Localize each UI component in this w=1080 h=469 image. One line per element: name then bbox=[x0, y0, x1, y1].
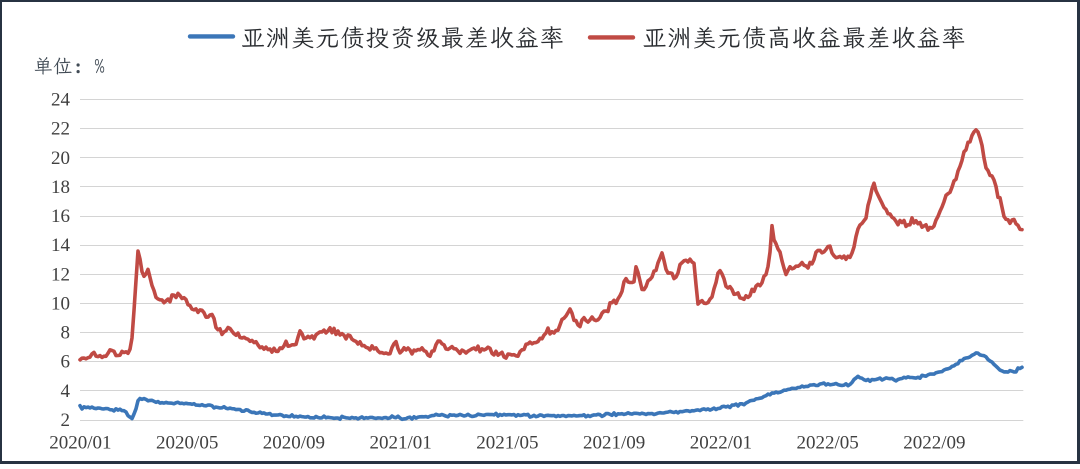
svg-text:10: 10 bbox=[51, 294, 70, 315]
svg-text:20: 20 bbox=[51, 148, 70, 169]
svg-text:2020/05: 2020/05 bbox=[156, 433, 218, 454]
svg-text:2020/01: 2020/01 bbox=[49, 433, 111, 454]
svg-text:22: 22 bbox=[51, 119, 70, 140]
svg-text:2022/01: 2022/01 bbox=[690, 433, 752, 454]
svg-text:2022/09: 2022/09 bbox=[903, 433, 965, 454]
svg-text:24: 24 bbox=[51, 90, 71, 111]
svg-text:8: 8 bbox=[61, 323, 71, 344]
svg-text:2020/09: 2020/09 bbox=[263, 433, 325, 454]
svg-text:2: 2 bbox=[61, 410, 71, 431]
svg-text:14: 14 bbox=[51, 235, 71, 256]
svg-text:2021/01: 2021/01 bbox=[369, 433, 431, 454]
svg-text:2021/09: 2021/09 bbox=[583, 433, 645, 454]
svg-text:16: 16 bbox=[51, 206, 70, 227]
svg-text:6: 6 bbox=[61, 352, 71, 373]
svg-text:4: 4 bbox=[61, 381, 71, 402]
svg-text:18: 18 bbox=[51, 177, 70, 198]
svg-text:2021/05: 2021/05 bbox=[476, 433, 538, 454]
svg-text:12: 12 bbox=[51, 264, 70, 285]
svg-text:2022/05: 2022/05 bbox=[796, 433, 858, 454]
